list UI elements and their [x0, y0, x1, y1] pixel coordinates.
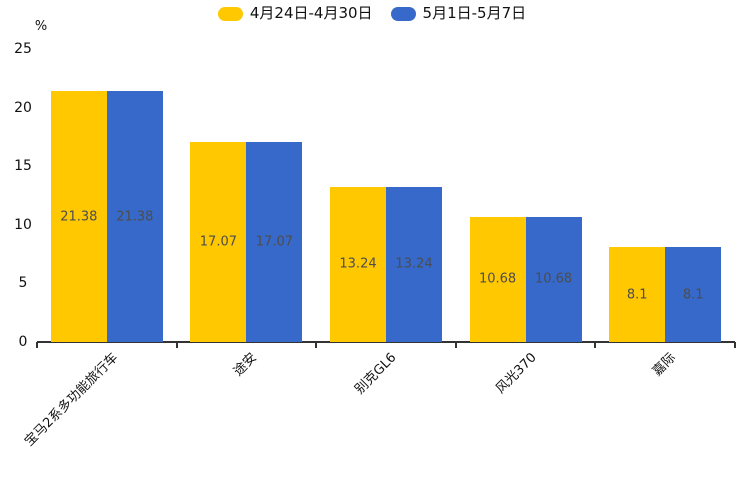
bar-value-label: 21.38: [116, 209, 154, 225]
x-axis-tick-mark: [594, 342, 597, 348]
y-axis-tick-label: 25: [14, 41, 32, 57]
bar-series1[interactable]: 21.38: [50, 91, 107, 342]
legend-label: 4月24日-4月30日: [249, 4, 373, 22]
x-axis-line: [37, 341, 735, 343]
bar-value-label: 13.24: [339, 256, 377, 272]
bar-value-label: 8.1: [682, 287, 704, 303]
x-axis-category-label: 风光370: [492, 350, 540, 397]
x-axis-tick-mark: [734, 342, 736, 348]
legend-label: 5月1日-5月7日: [422, 4, 527, 22]
bar-series1[interactable]: 10.68: [469, 216, 526, 342]
bar-series2[interactable]: 13.24: [386, 186, 442, 342]
bar-value-label: 21.38: [60, 209, 98, 225]
x-axis-category-label: 别克GL6: [352, 350, 400, 398]
x-axis-tick-mark: [315, 342, 318, 348]
bar-value-label: 10.68: [534, 271, 573, 287]
bar-series1[interactable]: 17.07: [190, 141, 247, 342]
bar-series1[interactable]: 13.24: [330, 186, 386, 342]
legend: 4月24日-4月30日 5月1日-5月7日: [0, 6, 744, 21]
x-axis-tick-mark: [175, 342, 178, 348]
y-axis-tick-label: 5: [18, 275, 28, 292]
legend-item-series1[interactable]: 4月24日-4月30日: [217, 4, 373, 22]
x-axis-category-label: 嘉际: [650, 350, 680, 380]
legend-swatch-icon: [217, 6, 243, 21]
bar-value-label: 17.07: [255, 234, 293, 250]
x-axis-category-label: 宝马2系多功能旅行车: [21, 350, 121, 450]
y-axis-tick-label: 15: [14, 158, 32, 175]
y-axis-unit-label: %: [34, 19, 48, 34]
bar-series2[interactable]: 21.38: [106, 91, 163, 342]
bar-series2[interactable]: 8.1: [665, 247, 722, 342]
legend-item-series2[interactable]: 5月1日-5月7日: [390, 4, 527, 22]
bar-series2[interactable]: 10.68: [525, 216, 582, 342]
bar-series2[interactable]: 17.07: [246, 141, 303, 342]
bar-value-label: 10.68: [478, 271, 517, 287]
x-axis-tick-mark: [454, 342, 457, 348]
y-axis-tick-label: 20: [14, 99, 32, 116]
x-axis-category-label: 途安: [231, 350, 261, 380]
y-axis-tick-label: 0: [18, 334, 28, 350]
bar-series1[interactable]: 8.1: [609, 247, 666, 342]
bar-value-label: 8.1: [626, 287, 648, 303]
y-axis-tick-label: 10: [14, 216, 32, 233]
legend-swatch-icon: [390, 6, 416, 21]
x-axis-tick-mark: [36, 342, 38, 348]
bar-value-label: 13.24: [395, 256, 433, 272]
bar-value-label: 17.07: [199, 234, 237, 250]
